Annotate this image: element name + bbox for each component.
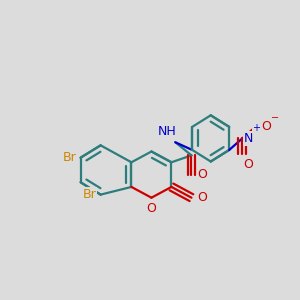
Text: N: N (244, 132, 253, 145)
Text: NH: NH (158, 125, 177, 138)
Text: O: O (197, 168, 207, 181)
Text: −: − (271, 112, 280, 123)
Text: O: O (244, 158, 254, 171)
Text: +: + (252, 123, 260, 134)
Text: Br: Br (63, 151, 77, 164)
Text: O: O (146, 202, 156, 215)
Text: O: O (261, 120, 271, 134)
Text: Br: Br (83, 188, 97, 201)
Text: O: O (197, 191, 207, 204)
